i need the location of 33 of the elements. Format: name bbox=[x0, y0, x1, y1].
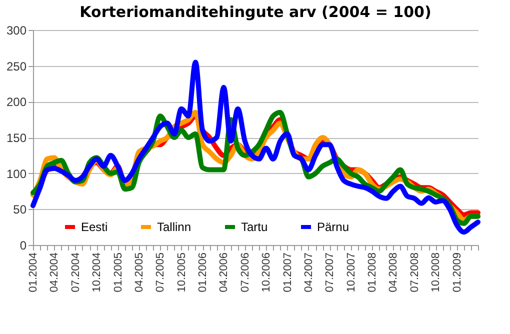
x-tick-label: 10.2007 bbox=[345, 252, 358, 292]
x-tick-label: 01.2004 bbox=[28, 252, 40, 292]
x-tick-label: 01.2008 bbox=[366, 252, 379, 292]
x-tick-label: 01.2006 bbox=[197, 252, 210, 292]
legend-label: Tallinn bbox=[157, 220, 192, 234]
x-tick-label: 07.2008 bbox=[408, 252, 421, 292]
x-tick-label: 10.2005 bbox=[176, 252, 188, 292]
x-tick-label: 04.2005 bbox=[133, 252, 146, 292]
y-tick-label: 50 bbox=[13, 202, 27, 217]
y-tick-label: 0 bbox=[20, 238, 27, 252]
y-tick-label: 250 bbox=[6, 59, 27, 74]
legend-label: Eesti bbox=[81, 220, 108, 234]
x-tick-label: 07.2006 bbox=[239, 252, 252, 292]
y-tick-label: 100 bbox=[6, 166, 27, 181]
x-tick-label: 07.2004 bbox=[70, 252, 82, 292]
legend-label: Tartu bbox=[241, 220, 268, 234]
chart-title: Korteriomanditehingute arv (2004 = 100) bbox=[80, 3, 432, 21]
x-tick-label: 01.2007 bbox=[282, 252, 294, 292]
x-tick-label: 10.2006 bbox=[260, 252, 273, 292]
x-tick-label: 07.2005 bbox=[154, 252, 167, 292]
x-tick-label: 10.2004 bbox=[91, 252, 104, 292]
y-tick-label: 150 bbox=[6, 131, 27, 145]
y-tick-label: 200 bbox=[6, 95, 27, 110]
x-tick-label: 04.2004 bbox=[48, 252, 61, 292]
x-tick-label: 10.2008 bbox=[430, 252, 442, 292]
y-tick-label: 300 bbox=[6, 24, 27, 38]
x-tick-label: 04.2008 bbox=[388, 252, 400, 292]
x-tick-label: 07.2007 bbox=[324, 252, 336, 292]
x-tick-label: 01.2005 bbox=[112, 252, 124, 292]
x-tick-label: 04.2007 bbox=[302, 252, 315, 292]
x-tick-label: 04.2006 bbox=[218, 252, 230, 292]
legend-label: Pärnu bbox=[317, 220, 350, 234]
x-tick-label: 01.2009 bbox=[451, 252, 464, 292]
